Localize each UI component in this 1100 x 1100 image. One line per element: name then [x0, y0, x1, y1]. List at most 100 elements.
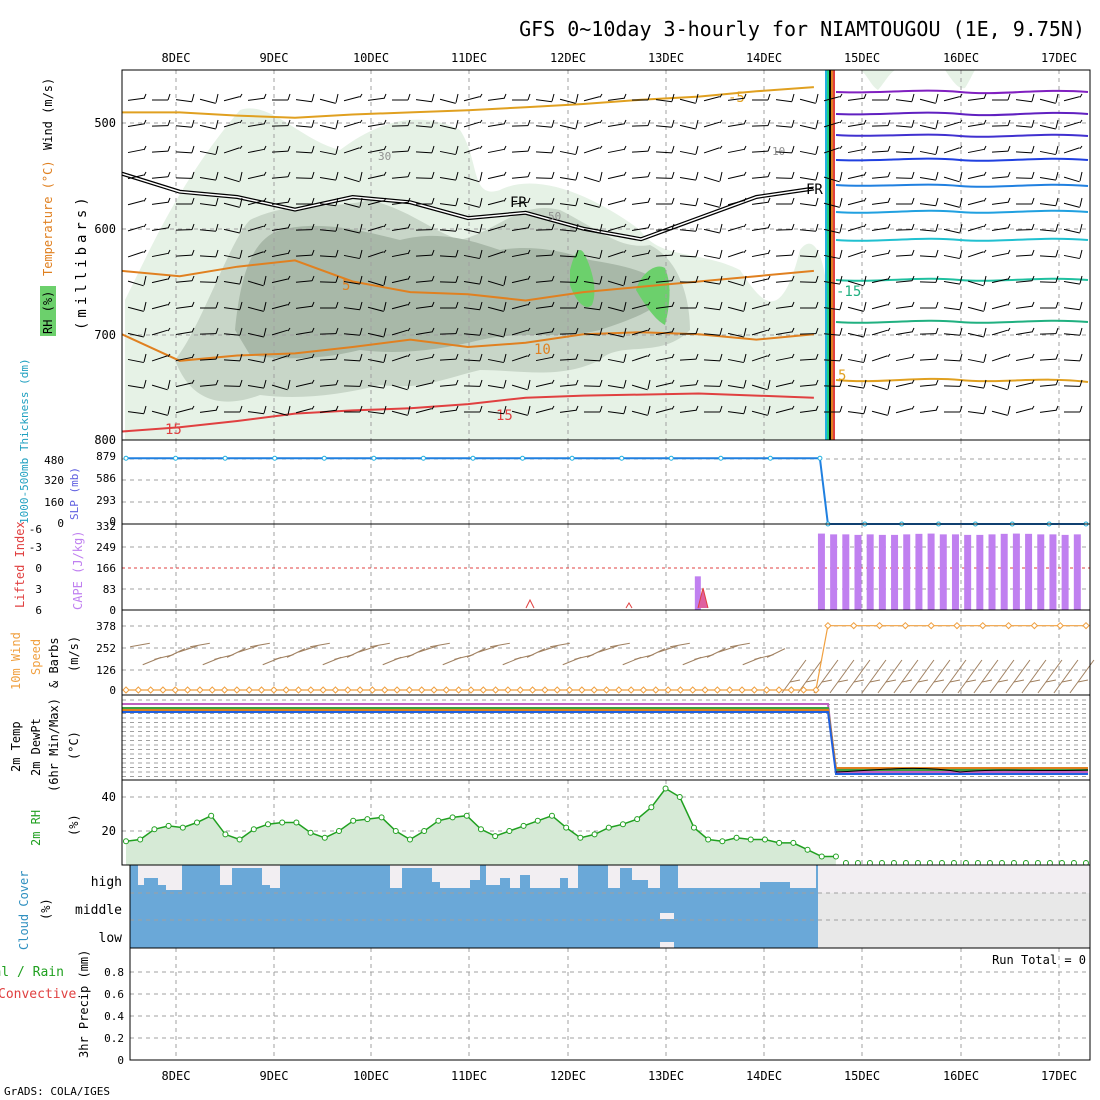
wind-barb	[607, 174, 624, 180]
wind10m-speed-point	[528, 686, 537, 694]
wind-barb	[631, 227, 648, 231]
rh2m-point	[335, 828, 342, 834]
wind-barb-flag	[335, 353, 339, 360]
wind-barb	[295, 382, 312, 388]
rh2m-point	[421, 828, 428, 834]
wind-barb	[655, 177, 673, 179]
wind-barb-flag	[1079, 145, 1083, 149]
wind-barb	[1063, 359, 1081, 362]
wind10m-barb-strong	[957, 659, 983, 694]
wind-barb-flag	[503, 353, 507, 363]
wind10m-barb-flag	[853, 679, 865, 683]
wind-barb-flag	[479, 197, 483, 207]
wind-barb-flag	[743, 327, 747, 337]
wind-barb-flag	[671, 379, 675, 384]
wind10m-speed-point	[344, 686, 352, 694]
top-date-label: 11DEC	[451, 51, 487, 65]
wind-barb-flag	[479, 171, 483, 182]
wind-barb	[583, 96, 600, 102]
slp-point	[569, 455, 575, 461]
cape-bar	[1000, 533, 1008, 610]
wind-barb	[487, 200, 504, 206]
wind-barb-flag	[527, 145, 531, 152]
wind-barb	[751, 125, 769, 127]
wind-barb	[319, 358, 337, 361]
wind-barb	[679, 203, 696, 207]
wind-barb	[847, 251, 864, 258]
wind-barb-flag	[959, 223, 963, 233]
wind-barb-flag	[719, 119, 723, 124]
wind-barb	[511, 150, 529, 153]
wind10m-speed-point	[294, 686, 303, 694]
ylabel-thickness: 1000-500mb Thickness (dm)	[18, 358, 31, 524]
wind-barb-flag	[239, 327, 243, 336]
wind-barb	[631, 125, 649, 127]
wind-barb-flag	[959, 197, 963, 207]
wind-barb-flag	[455, 223, 459, 232]
wind-barb	[199, 409, 216, 413]
wind-barb-flag	[623, 171, 627, 176]
wind-barb	[175, 382, 192, 388]
wind-barb-flag	[1079, 301, 1083, 310]
wind-barb	[679, 229, 697, 232]
wind-barb-flag	[647, 405, 651, 415]
wind-barb-flag	[215, 379, 219, 386]
wind-barb-flag	[695, 379, 699, 386]
wind-barb-flag	[623, 119, 627, 125]
wind10m-barb	[226, 648, 246, 658]
wind10m-speed-point	[331, 686, 340, 694]
wind-barb-flag	[743, 93, 747, 99]
wind-barb-flag	[215, 327, 219, 334]
wind-barb-flag	[935, 197, 939, 206]
temp2m-series	[122, 703, 1089, 775]
wind-barb	[751, 329, 768, 336]
wind-barb	[175, 254, 193, 257]
ylabel-convective: Convective	[0, 987, 76, 1002]
wind-barb-flag	[959, 93, 963, 98]
ylabel-2m-dewpt: 2m DewPt	[29, 718, 43, 776]
wind-barb-flag	[1079, 327, 1083, 336]
wind-barb-flag	[767, 379, 771, 390]
ylabel-cloud-units: (%)	[39, 898, 53, 920]
wind-barb	[847, 148, 864, 154]
wind-barb-flag	[695, 119, 699, 129]
wind-barb-flag	[911, 405, 915, 410]
wind-barb	[127, 200, 144, 206]
rh2m-point	[690, 824, 697, 831]
wind-barb-flag	[407, 223, 411, 229]
wind-barb-flag	[671, 145, 675, 153]
wind-barb	[631, 329, 648, 336]
wind-barb-flag	[383, 119, 387, 125]
rh2m-point	[392, 828, 399, 834]
wind-barb	[1015, 99, 1032, 103]
wind-barb	[1015, 229, 1033, 231]
wind-barb	[415, 151, 433, 154]
wind-barb	[391, 410, 408, 416]
wind-barb-flag	[359, 249, 363, 259]
wind-barb	[271, 252, 288, 258]
wind-barb-flag	[887, 275, 891, 280]
precip-panel: Run Total = 0 0.8 0.6 0.4 0.2 0 Total / …	[0, 947, 1091, 1067]
wind-barb	[1063, 176, 1080, 183]
wind10m-speed-point	[356, 686, 364, 694]
wind10m-barb	[166, 648, 186, 658]
rh2m-point	[435, 817, 442, 824]
wind-barb-flag	[575, 405, 579, 411]
cape-bar	[903, 534, 911, 610]
wind-barb-flag	[143, 249, 147, 253]
wind10m-speed-point	[122, 686, 130, 694]
wind-barb-flag	[743, 249, 747, 253]
wind-barb-flag	[383, 171, 387, 176]
wind10m-barb	[478, 645, 498, 653]
wind-barb	[415, 125, 433, 128]
ylabel-rh: RH (%)	[41, 291, 55, 334]
wind-barb	[319, 255, 337, 258]
wind-barb	[463, 281, 480, 285]
wind-barb-flag	[191, 197, 195, 205]
wind-barb-flag	[167, 275, 171, 280]
rh2m-point	[123, 838, 129, 845]
wind-barb	[655, 229, 673, 231]
wind-barb	[271, 304, 288, 310]
wind-barb	[895, 331, 912, 335]
slp-point	[817, 455, 823, 461]
